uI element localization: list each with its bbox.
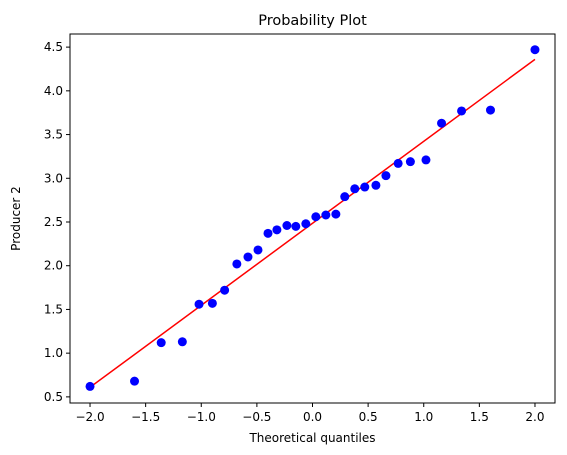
x-axis: −2.0 −1.5 −1.0 −0.5 0.0 0.5 1.0 1.5 2.0 xyxy=(75,403,545,424)
data-point xyxy=(437,118,447,128)
data-point xyxy=(340,192,350,202)
fit-line xyxy=(89,58,536,388)
data-point xyxy=(85,381,95,391)
y-axis: 0.5 1.0 1.5 2.0 2.5 3.0 3.5 4.0 4.5 xyxy=(44,40,70,404)
x-tick-label: 0.5 xyxy=(359,410,378,424)
x-tick-label: −0.5 xyxy=(242,410,271,424)
y-tick-label: 3.5 xyxy=(44,128,63,142)
data-point xyxy=(331,209,341,219)
x-tick-label: 2.0 xyxy=(525,410,544,424)
y-tick-label: 1.0 xyxy=(44,346,63,360)
x-tick-label: −1.0 xyxy=(187,410,216,424)
x-tick-label: 0.0 xyxy=(303,410,322,424)
data-point xyxy=(194,299,204,309)
data-point xyxy=(485,105,495,115)
data-point xyxy=(263,228,273,238)
data-point xyxy=(177,337,187,347)
data-point xyxy=(381,171,391,181)
x-tick-label: −2.0 xyxy=(75,410,104,424)
y-tick-label: 0.5 xyxy=(44,390,63,404)
data-point xyxy=(360,182,370,192)
data-point xyxy=(530,45,540,55)
x-axis-label: Theoretical quantiles xyxy=(248,431,375,445)
y-tick-label: 3.0 xyxy=(44,171,63,185)
data-point xyxy=(457,106,467,116)
data-point xyxy=(291,221,301,231)
x-tick-label: 1.0 xyxy=(414,410,433,424)
data-point xyxy=(232,259,242,269)
data-point xyxy=(253,245,263,255)
y-tick-label: 2.0 xyxy=(44,259,63,273)
data-point xyxy=(301,219,311,229)
x-tick-label: −1.5 xyxy=(131,410,160,424)
data-point xyxy=(393,158,403,168)
data-point xyxy=(311,212,321,222)
data-point xyxy=(220,285,230,295)
data-point xyxy=(405,157,415,167)
y-tick-label: 1.5 xyxy=(44,302,63,316)
data-point xyxy=(421,155,431,165)
data-point xyxy=(371,180,381,190)
data-point xyxy=(130,376,140,386)
data-point xyxy=(207,298,217,308)
data-point xyxy=(282,220,292,230)
plot-area xyxy=(85,45,540,391)
y-tick-label: 4.0 xyxy=(44,84,63,98)
y-tick-label: 2.5 xyxy=(44,215,63,229)
y-tick-label: 4.5 xyxy=(44,40,63,54)
data-point xyxy=(321,210,331,220)
data-point xyxy=(243,252,253,262)
x-tick-label: 1.5 xyxy=(470,410,489,424)
data-point xyxy=(156,338,166,348)
y-axis-label: Producer 2 xyxy=(9,186,23,251)
chart-title: Probability Plot xyxy=(258,13,367,29)
data-point xyxy=(272,225,282,235)
data-point xyxy=(350,184,360,194)
